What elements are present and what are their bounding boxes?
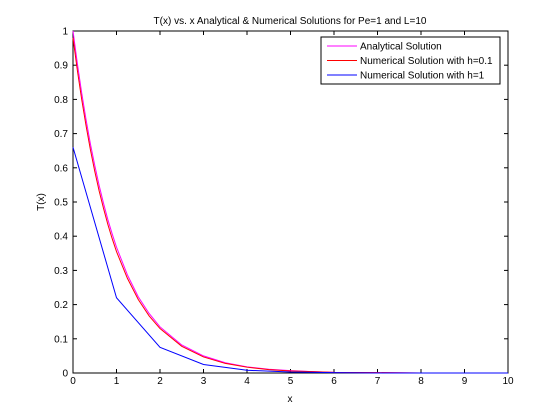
x-axis-label: x <box>288 394 293 405</box>
x-tick-label: 1 <box>114 376 120 387</box>
x-tick-label: 10 <box>502 376 514 387</box>
x-tick-label: 6 <box>331 376 337 387</box>
x-tick-label: 9 <box>462 376 468 387</box>
y-axis-label: T(x) <box>36 193 47 211</box>
x-tick-label: 7 <box>375 376 381 387</box>
x-tick-label: 5 <box>288 376 294 387</box>
legend-label-analytical-solution: Analytical Solution <box>360 42 442 53</box>
x-tick-label: 2 <box>157 376 163 387</box>
series-lines <box>72 30 508 374</box>
y-tick-label: 0.2 <box>54 300 68 311</box>
y-tick-label: 0.7 <box>54 129 68 140</box>
x-tick-label: 8 <box>418 376 424 387</box>
y-tick-label: 0.5 <box>54 198 68 209</box>
y-tick-label: 1 <box>62 27 68 38</box>
y-tick-label: 0.4 <box>54 232 68 243</box>
legend: Analytical Solution Numerical Solution wi… <box>320 36 501 85</box>
y-tick-label: 0 <box>62 369 68 380</box>
x-tick-label: 4 <box>244 376 250 387</box>
y-tick-label: 0.9 <box>54 61 68 72</box>
legend-box <box>320 36 501 85</box>
series-line-numerical-solution-with-h-1 <box>72 147 508 374</box>
x-tick-label: 3 <box>201 376 207 387</box>
y-tick-label: 0.6 <box>54 163 68 174</box>
axis-ticks: 0 1 2 3 4 5 6 7 8 9 10 0 0.1 0.2 0.3 0.4 0.5 0.6 0.7 0.8 0.9… <box>54 27 514 388</box>
chart-title: T(x) vs. x Analytical & Numerical Soluti… <box>154 16 427 27</box>
y-tick-label: 0.8 <box>54 95 68 106</box>
legend-label-numerical-solution-with-h-1: Numerical Solution with h=1 <box>360 71 485 82</box>
y-tick-label: 0.3 <box>54 266 68 277</box>
plot-area <box>72 30 509 374</box>
x-tick-label: 0 <box>70 376 76 387</box>
y-tick-label: 0.1 <box>54 334 68 345</box>
legend-label-numerical-solution-with-h-0-1: Numerical Solution with h=0.1 <box>360 56 493 67</box>
